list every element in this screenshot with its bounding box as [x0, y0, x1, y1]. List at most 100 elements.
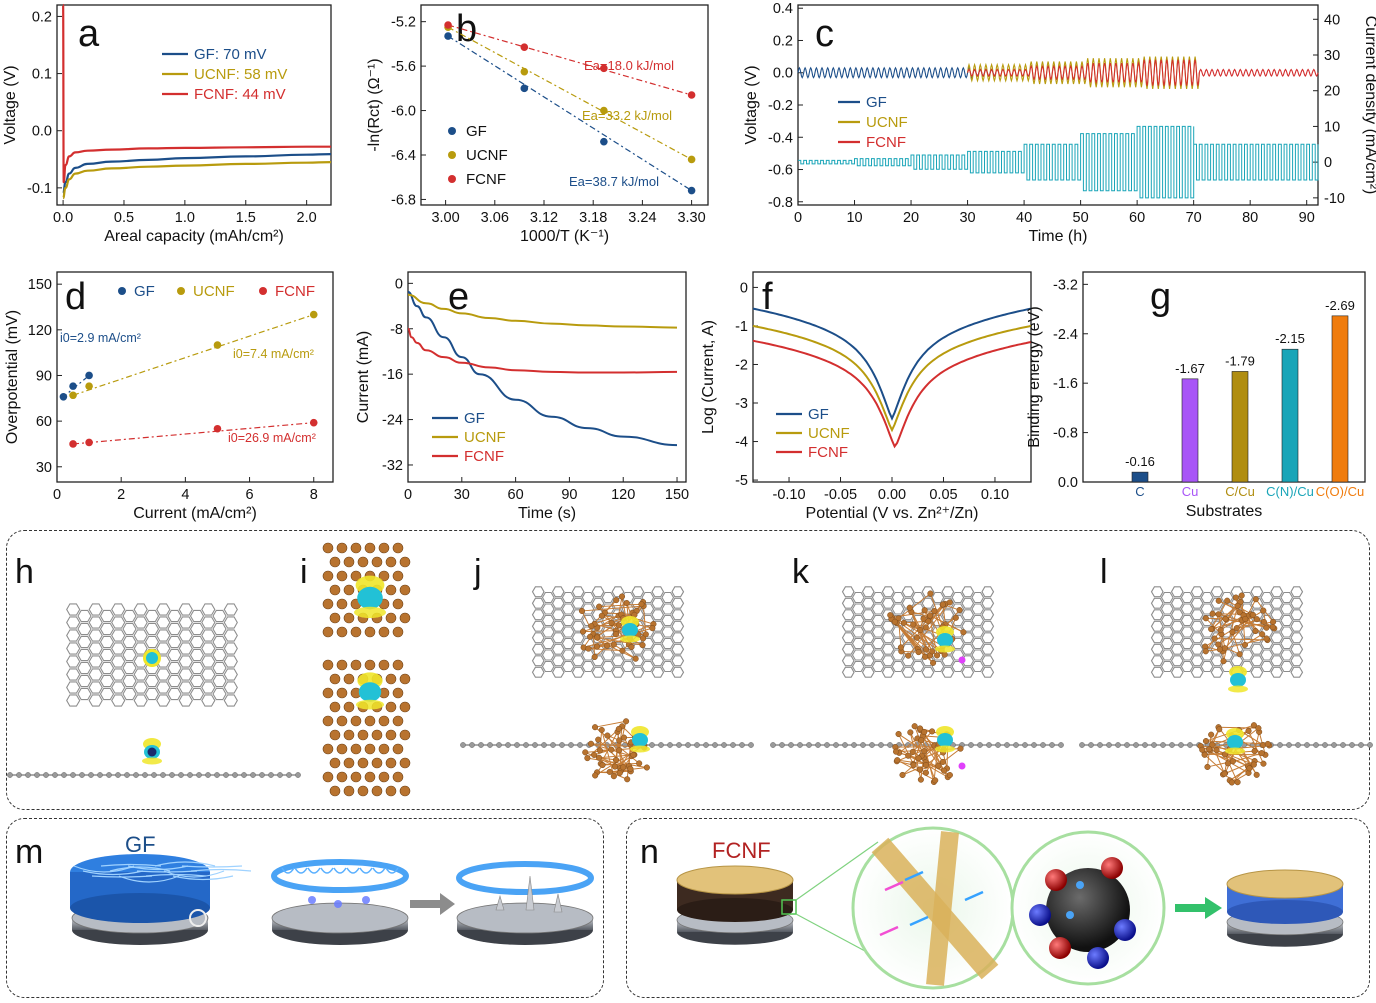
ion-trail	[904, 870, 924, 882]
cu-atom	[596, 603, 603, 610]
data-point	[213, 341, 222, 349]
graphene-ring	[178, 629, 193, 642]
x-tick-label-e: 90	[561, 487, 577, 503]
graphene-ring	[541, 649, 555, 661]
cu-atom	[582, 749, 589, 756]
carbon-atom	[124, 772, 130, 778]
graphene-ring	[671, 655, 685, 667]
process-arrow	[1175, 897, 1222, 919]
cu-atom	[585, 645, 592, 652]
graphene-ring	[851, 614, 865, 627]
cu-atom	[627, 765, 634, 772]
legend-entry: UCNF	[464, 429, 506, 446]
cu-atom	[638, 601, 645, 608]
cu-atom	[1229, 628, 1236, 636]
carbon-atom	[223, 772, 229, 778]
carbon-atom	[1304, 742, 1310, 748]
graphene-ring	[861, 620, 875, 632]
graphene-ring	[631, 586, 645, 598]
graphene-ring	[961, 586, 975, 598]
graphene-ring	[88, 629, 103, 642]
cu-atom	[1250, 722, 1257, 729]
graphene-ring	[651, 666, 665, 678]
carbon-atom	[187, 772, 193, 778]
cu-atom	[584, 755, 591, 762]
legend-entry: UCNF	[193, 283, 235, 300]
cu-atom	[587, 633, 594, 640]
series-line	[407, 290, 678, 447]
carbon-atom	[1049, 742, 1055, 748]
graphene-ring	[66, 681, 81, 694]
graphene-ring	[1200, 637, 1214, 650]
series-line	[407, 293, 678, 329]
graphene-ring	[861, 609, 875, 621]
graphene-ring	[1150, 586, 1164, 598]
bar	[1331, 315, 1349, 483]
graphene-ring	[871, 660, 885, 673]
graphene-ring	[571, 643, 585, 655]
graphene-ring	[1290, 632, 1304, 644]
graphene-ring	[1200, 591, 1214, 604]
carbon-atom	[505, 742, 511, 748]
cu-atom	[604, 732, 611, 739]
fiber-strand	[294, 867, 308, 874]
graphene-ring	[1160, 614, 1174, 627]
cu-atom	[1234, 779, 1241, 786]
y-tick-label-g: 0.0	[1058, 475, 1078, 491]
carbon-atom	[730, 742, 736, 748]
legend-entry: GF	[464, 410, 485, 427]
cu-atom	[378, 715, 390, 727]
x-tick-label-a: 0.5	[114, 210, 134, 226]
legend-entry: FCNF: 44 mV	[194, 86, 286, 103]
graphene-ring	[1250, 643, 1264, 655]
graphene-ring	[541, 626, 555, 638]
cu-atom	[610, 641, 617, 648]
graphene-ring	[1190, 643, 1204, 655]
cu-bond	[601, 729, 615, 777]
graphene-ring	[611, 632, 625, 644]
density-yellow	[620, 635, 640, 643]
carbon-atom	[995, 742, 1001, 748]
bar-value-label: -1.79	[1225, 353, 1255, 368]
graphene-ring	[111, 681, 126, 694]
graphene-ring	[1270, 643, 1284, 655]
carbon-atom	[151, 772, 157, 778]
graphene-ring	[931, 591, 945, 604]
graphene-ring	[871, 614, 885, 627]
graphene-ring	[167, 687, 182, 701]
graphene-ring	[111, 616, 126, 629]
graphene-top-view-j	[531, 586, 685, 678]
graphene-ring	[1150, 643, 1164, 655]
zn-ion-glow	[308, 896, 316, 904]
density-cyan	[937, 733, 953, 747]
carbon-atom	[277, 772, 283, 778]
graphene-ring	[551, 655, 565, 667]
cu-atom	[917, 725, 924, 732]
cu-bond	[895, 746, 949, 778]
graphene-ring	[581, 591, 595, 604]
graphene-ring	[671, 609, 685, 621]
graphene-ring	[621, 649, 635, 661]
y-tick-label-f: -1	[735, 319, 748, 335]
zn-density-top-k	[935, 626, 955, 653]
data-point	[69, 440, 77, 448]
cu-atom	[929, 728, 936, 735]
cu-atom	[1233, 625, 1240, 632]
graphene-ring	[851, 660, 865, 673]
cu-atom	[616, 769, 623, 777]
carbon-atom	[1115, 742, 1121, 748]
graphene-ring	[223, 681, 238, 694]
graphene-ring	[541, 614, 555, 627]
graphene-ring	[1230, 632, 1244, 644]
cu-atom	[378, 542, 390, 554]
cu-atom	[1209, 610, 1216, 617]
y2-tick-label-c: 20	[1324, 84, 1340, 100]
series-line	[62, 153, 332, 195]
graphene-ring	[851, 637, 865, 650]
cu-atom	[399, 757, 411, 769]
y-tick-label-g: -3.2	[1053, 277, 1078, 293]
fiber-zoom-circle	[851, 826, 1015, 990]
cu-atom	[399, 701, 411, 713]
carbon-atom	[685, 742, 691, 748]
graphene-ring	[651, 632, 665, 644]
